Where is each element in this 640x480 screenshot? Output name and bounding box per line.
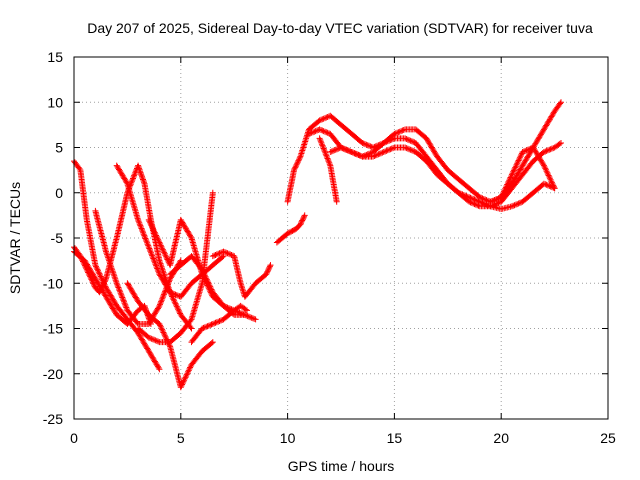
data-point-markers bbox=[487, 144, 558, 205]
data-point-markers bbox=[209, 248, 274, 300]
series-trace-17 bbox=[316, 135, 340, 205]
x-tick-label: 0 bbox=[70, 430, 78, 446]
data-point-markers bbox=[284, 99, 564, 205]
x-tick-label: 15 bbox=[387, 430, 403, 446]
data-point-markers bbox=[273, 212, 308, 246]
series-trace-6 bbox=[124, 280, 216, 391]
x-tick-label: 10 bbox=[280, 430, 296, 446]
data-point-markers bbox=[188, 302, 250, 346]
series-trace-11 bbox=[209, 248, 274, 300]
x-tick-label: 25 bbox=[600, 430, 616, 446]
y-tick-label: 0 bbox=[55, 185, 63, 201]
chart-title: Day 207 of 2025, Sidereal Day-to-day VTE… bbox=[87, 20, 593, 36]
x-tick-label: 5 bbox=[177, 430, 185, 446]
y-tick-label: 10 bbox=[47, 94, 63, 110]
y-tick-label: -25 bbox=[43, 411, 63, 427]
data-point-markers bbox=[316, 135, 340, 205]
y-axis-label: SDTVAR / TECUs bbox=[7, 182, 23, 294]
y-tick-label: -5 bbox=[51, 230, 64, 246]
series-trace-15 bbox=[327, 144, 558, 212]
data-point-markers bbox=[327, 144, 558, 212]
x-axis-label: GPS time / hours bbox=[288, 458, 395, 474]
y-tick-labels: 15 10 5 0 -5 -10 -15 -20 -25 bbox=[43, 49, 63, 427]
series-trace-12 bbox=[273, 212, 308, 246]
series-trace-16 bbox=[487, 144, 558, 205]
x-tick-label: 20 bbox=[493, 430, 509, 446]
y-tick-label: 15 bbox=[47, 49, 63, 65]
y-tick-label: -15 bbox=[43, 321, 63, 337]
y-tick-label: -20 bbox=[43, 366, 63, 382]
data-point-markers bbox=[124, 280, 216, 391]
series-trace-10 bbox=[188, 302, 250, 346]
plot-frame bbox=[73, 56, 609, 420]
series-trace-13 bbox=[284, 99, 564, 205]
y-tick-label: -10 bbox=[43, 275, 63, 291]
x-tick-labels: 0 5 10 15 20 25 bbox=[70, 430, 616, 446]
y-tick-label: 5 bbox=[55, 140, 63, 156]
